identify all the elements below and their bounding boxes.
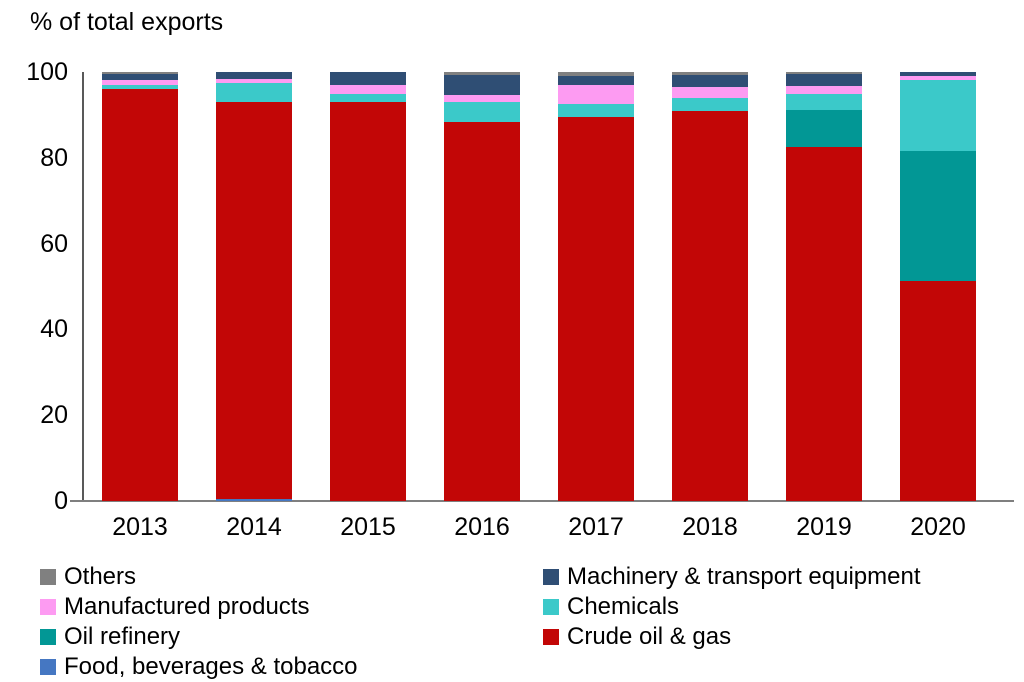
segment-2020-crude-oil-gas bbox=[900, 280, 976, 501]
segment-2018-manufactured-products bbox=[672, 86, 748, 98]
x-axis-line bbox=[70, 500, 1014, 502]
segment-2015-chemicals bbox=[330, 94, 406, 103]
y-tick-label-40: 40 bbox=[40, 315, 68, 344]
bar-2013 bbox=[102, 72, 178, 501]
segment-2017-others bbox=[558, 72, 634, 76]
segment-2013-chemicals bbox=[102, 85, 178, 90]
segment-2019-manufactured-products bbox=[786, 86, 862, 94]
segment-2013-manufactured-products bbox=[102, 80, 178, 86]
segment-2016-others bbox=[444, 72, 520, 76]
y-tick-label-60: 60 bbox=[40, 229, 68, 258]
bar-2017 bbox=[558, 72, 634, 501]
chart-title: % of total exports bbox=[30, 8, 224, 36]
segment-2018-chemicals bbox=[672, 97, 748, 111]
segment-2016-chemicals bbox=[444, 102, 520, 122]
x-tick-label-2016: 2016 bbox=[454, 513, 510, 541]
legend-label-oil-refinery: Oil refinery bbox=[64, 623, 181, 650]
legend-item-machinery-transport-equipment: Machinery & transport equipment bbox=[543, 562, 921, 592]
y-tick-label-20: 20 bbox=[40, 401, 68, 430]
bar-2014 bbox=[216, 72, 292, 501]
y-axis-line bbox=[82, 72, 84, 501]
legend-label-crude-oil-gas: Crude oil & gas bbox=[567, 623, 732, 650]
segment-2017-crude-oil-gas bbox=[558, 117, 634, 501]
segment-2013-machinery-transport-equipment bbox=[102, 73, 178, 81]
segment-2015-machinery-transport-equipment bbox=[330, 72, 406, 86]
segment-2014-chemicals bbox=[216, 83, 292, 103]
segment-2013-others bbox=[102, 72, 178, 74]
bar-2016 bbox=[444, 72, 520, 501]
legend-item-chemicals: Chemicals bbox=[543, 592, 679, 622]
segment-2013-crude-oil-gas bbox=[102, 89, 178, 501]
bar-2019 bbox=[786, 72, 862, 501]
segment-2015-crude-oil-gas bbox=[330, 102, 406, 501]
segment-2015-manufactured-products bbox=[330, 85, 406, 95]
segment-2020-machinery-transport-equipment bbox=[900, 72, 976, 77]
x-tick-label-2014: 2014 bbox=[226, 513, 282, 541]
legend-swatch-food-beverages-tobacco bbox=[40, 659, 56, 675]
legend-label-others: Others bbox=[64, 563, 137, 590]
segment-2018-machinery-transport-equipment bbox=[672, 75, 748, 87]
x-tick-label-2018: 2018 bbox=[682, 513, 738, 541]
segment-2017-chemicals bbox=[558, 103, 634, 118]
x-tick-label-2015: 2015 bbox=[340, 513, 396, 541]
legend-label-machinery-transport-equipment: Machinery & transport equipment bbox=[567, 563, 921, 590]
segment-2014-machinery-transport-equipment bbox=[216, 72, 292, 80]
legend-label-food-beverages-tobacco: Food, beverages & tobacco bbox=[64, 653, 358, 680]
legend-swatch-chemicals bbox=[543, 599, 559, 615]
x-tick-label-2019: 2019 bbox=[796, 513, 852, 541]
legend-item-crude-oil-gas: Crude oil & gas bbox=[543, 622, 731, 652]
bar-2015 bbox=[330, 72, 406, 501]
segment-2019-oil-refinery bbox=[786, 109, 862, 147]
bar-2018 bbox=[672, 72, 748, 501]
legend-item-oil-refinery: Oil refinery bbox=[40, 622, 180, 652]
legend-item-others: Others bbox=[40, 562, 136, 592]
y-tick-label-0: 0 bbox=[54, 487, 68, 515]
segment-2018-others bbox=[672, 72, 748, 76]
segment-2016-crude-oil-gas bbox=[444, 121, 520, 501]
x-tick-label-2020: 2020 bbox=[910, 513, 966, 541]
segment-2020-chemicals bbox=[900, 79, 976, 152]
segment-2019-chemicals bbox=[786, 93, 862, 110]
segment-2020-manufactured-products bbox=[900, 76, 976, 80]
plot-area bbox=[82, 72, 1013, 501]
segment-2018-crude-oil-gas bbox=[672, 110, 748, 501]
legend-swatch-manufactured-products bbox=[40, 599, 56, 615]
segment-2019-machinery-transport-equipment bbox=[786, 74, 862, 87]
legend-label-chemicals: Chemicals bbox=[567, 593, 680, 620]
bar-2020 bbox=[900, 72, 976, 501]
segment-2019-others bbox=[786, 72, 862, 75]
segment-2014-manufactured-products bbox=[216, 79, 292, 84]
segment-2019-crude-oil-gas bbox=[786, 146, 862, 501]
x-tick-label-2013: 2013 bbox=[112, 513, 168, 541]
legend-item-food-beverages-tobacco: Food, beverages & tobacco bbox=[40, 652, 358, 682]
legend-swatch-machinery-transport-equipment bbox=[543, 569, 559, 585]
legend-item-manufactured-products: Manufactured products bbox=[40, 592, 309, 622]
segment-2020-oil-refinery bbox=[900, 151, 976, 281]
legend-swatch-crude-oil-gas bbox=[543, 629, 559, 645]
segment-2016-manufactured-products bbox=[444, 95, 520, 103]
segment-2016-machinery-transport-equipment bbox=[444, 75, 520, 96]
segment-2017-manufactured-products bbox=[558, 85, 634, 104]
legend-swatch-others bbox=[40, 569, 56, 585]
y-tick-label-100: 100 bbox=[26, 58, 68, 86]
legend-label-manufactured-products: Manufactured products bbox=[64, 593, 310, 620]
x-tick-label-2017: 2017 bbox=[568, 513, 624, 541]
legend-swatch-oil-refinery bbox=[40, 629, 56, 645]
segment-2014-food-beverages-tobacco bbox=[216, 499, 292, 501]
segment-2014-crude-oil-gas bbox=[216, 102, 292, 500]
segment-2017-machinery-transport-equipment bbox=[558, 75, 634, 86]
y-tick-label-80: 80 bbox=[40, 143, 68, 172]
